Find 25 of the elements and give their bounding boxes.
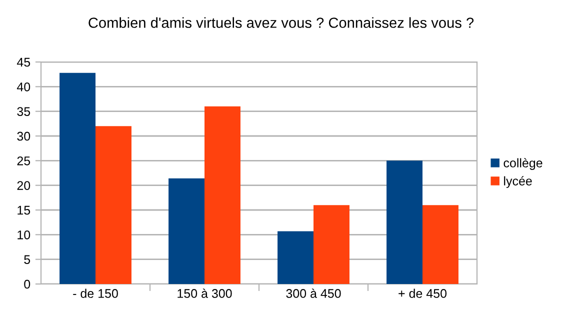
y-tick-label: 10 bbox=[18, 230, 30, 240]
y-tick-label: 30 bbox=[17, 132, 30, 141]
legend-label: lycée bbox=[504, 176, 532, 188]
legend-label: collège bbox=[504, 158, 542, 170]
bar bbox=[168, 178, 204, 284]
y-tick-label: 15 bbox=[18, 206, 30, 215]
bar bbox=[60, 72, 96, 284]
x-tick-label: 300 à 450 bbox=[286, 288, 341, 298]
chart-title: Combien d'amis virtuels avez vous ? Connaissez les vous ? bbox=[88, 17, 474, 28]
y-tick-label: 0 bbox=[24, 280, 30, 289]
bar bbox=[386, 160, 422, 284]
y-tick-label: 20 bbox=[17, 181, 30, 190]
bar bbox=[278, 231, 314, 284]
bar bbox=[204, 106, 240, 284]
y-tick-label: 45 bbox=[16, 58, 30, 67]
bar bbox=[422, 205, 458, 284]
y-tick-label: 25 bbox=[17, 156, 30, 166]
x-tick-label: + de 450 bbox=[398, 288, 447, 298]
y-tick-label: 5 bbox=[24, 255, 30, 264]
bar bbox=[96, 126, 132, 284]
x-tick-label: - de 150 bbox=[73, 288, 118, 298]
bar bbox=[314, 205, 350, 284]
y-tick-label: 40 bbox=[16, 82, 30, 92]
y-tick-label: 35 bbox=[17, 107, 30, 116]
x-tick-label: 150 à 300 bbox=[178, 288, 232, 298]
